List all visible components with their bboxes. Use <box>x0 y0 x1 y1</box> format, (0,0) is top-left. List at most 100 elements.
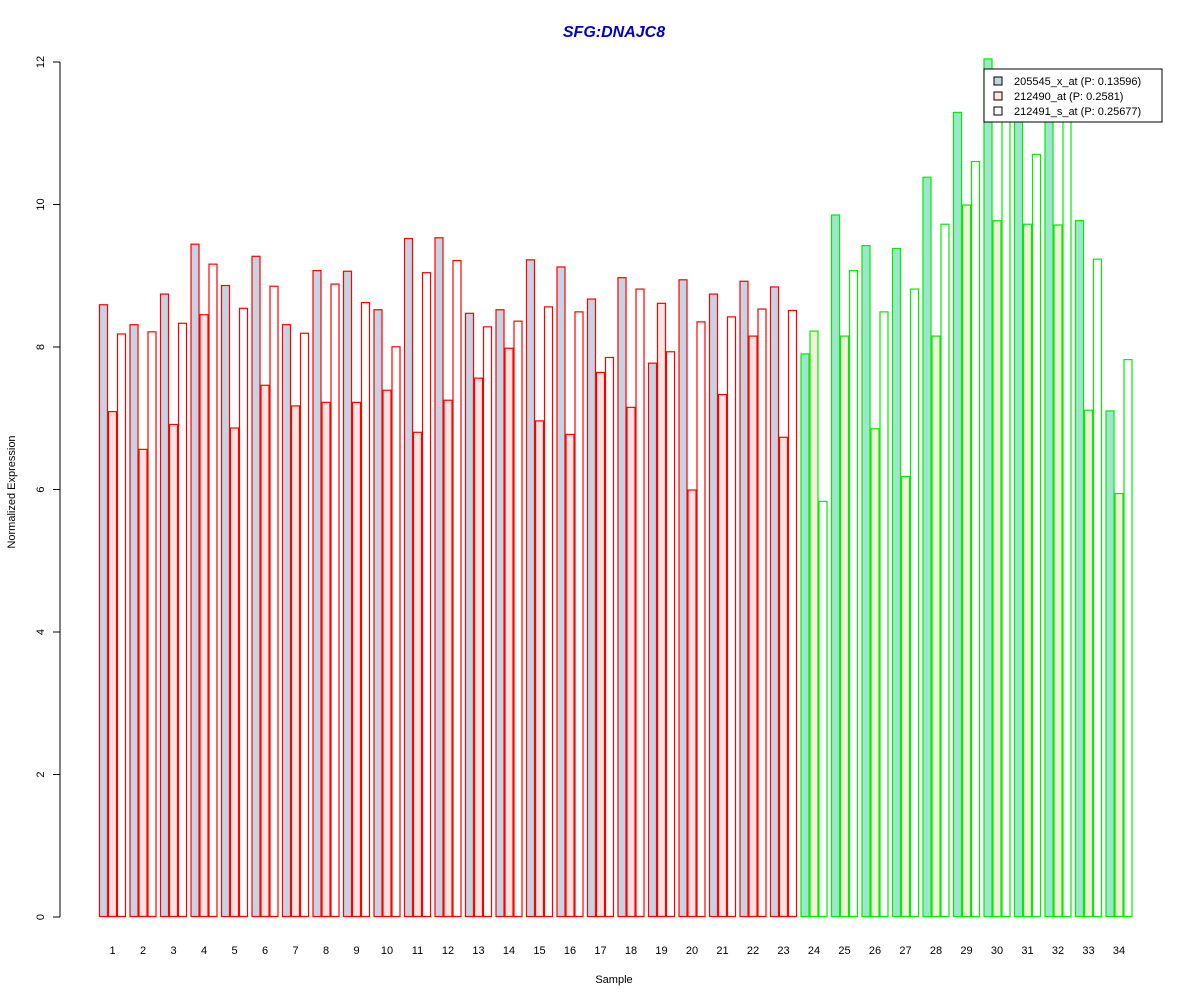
bar-sample-32-series-3 <box>1062 118 1072 918</box>
bar-sample-16-series-3 <box>574 311 584 918</box>
bar-sample-19-series-3 <box>665 351 676 918</box>
legend-swatch-1 <box>993 76 1003 86</box>
bar-sample-14-series-2 <box>504 347 514 918</box>
bar-sample-17-series-3 <box>604 356 615 918</box>
bar-sample-23-series-3 <box>787 309 798 918</box>
x-tick-label: 26 <box>869 945 881 957</box>
bar-sample-22-series-1 <box>739 280 749 918</box>
x-tick-label: 15 <box>533 945 545 957</box>
bar-sample-13-series-3 <box>482 326 493 918</box>
bar-sample-17-series-2 <box>595 371 606 918</box>
x-tick-label: 28 <box>930 945 942 957</box>
bar-sample-22-series-3 <box>757 308 767 918</box>
bar-sample-10-series-2 <box>382 389 392 918</box>
bar-sample-14-series-1 <box>495 309 505 918</box>
bar-sample-34-series-2 <box>1114 492 1124 918</box>
bar-sample-7-series-1 <box>281 324 292 918</box>
bar-sample-23-series-2 <box>778 436 789 918</box>
bar-sample-20-series-1 <box>678 279 688 918</box>
bar-sample-33-series-1 <box>1074 220 1085 918</box>
bar-sample-24-series-3 <box>818 500 828 918</box>
x-tick-label: 12 <box>442 945 454 957</box>
bar-sample-8-series-2 <box>321 401 331 918</box>
x-tick-label: 11 <box>412 945 423 957</box>
bar-sample-29-series-2 <box>961 204 972 918</box>
bar-sample-31-series-1 <box>1013 118 1024 918</box>
bar-sample-30-series-1 <box>983 58 993 918</box>
bar-sample-18-series-2 <box>626 406 636 918</box>
bar-sample-11-series-1 <box>403 237 414 918</box>
x-tick-label: 6 <box>262 945 268 957</box>
bar-sample-12-series-3 <box>452 259 462 918</box>
bar-sample-1-series-2 <box>107 411 118 918</box>
bar-sample-2-series-1 <box>129 324 139 918</box>
legend-swatch-3 <box>993 106 1003 116</box>
legend: 205545_x_at (P: 0.13596) 212490_at (P: 0.… <box>983 68 1163 123</box>
bar-sample-3-series-1 <box>159 293 170 918</box>
x-tick-label: 4 <box>201 945 207 957</box>
bar-sample-2-series-2 <box>138 448 148 918</box>
x-tick-label: 7 <box>292 945 298 957</box>
bar-sample-12-series-1 <box>434 237 444 918</box>
bar-sample-19-series-1 <box>647 362 658 918</box>
bar-sample-4-series-1 <box>190 243 200 918</box>
x-tick-label: 10 <box>381 945 393 957</box>
x-tick-label: 19 <box>655 945 667 957</box>
x-tick-label: 1 <box>109 945 115 957</box>
bar-sample-11-series-2 <box>412 431 423 918</box>
legend-swatch-2 <box>993 91 1003 101</box>
bar-sample-13-series-1 <box>464 312 475 918</box>
bar-sample-15-series-3 <box>543 306 554 918</box>
bar-sample-6-series-1 <box>251 255 261 918</box>
bar-sample-15-series-2 <box>534 420 545 918</box>
bar-sample-6-series-2 <box>260 384 270 918</box>
x-tick-label: 3 <box>170 945 176 957</box>
bar-sample-33-series-2 <box>1083 409 1094 918</box>
x-tick-label: 16 <box>564 945 576 957</box>
bar-sample-23-series-1 <box>769 286 780 918</box>
bar-sample-27-series-2 <box>900 475 911 918</box>
bar-sample-17-series-1 <box>586 298 597 918</box>
x-tick-labels: 1 2 3 4 5 6 7 8 9 10 11 12 13 14 15 16 17 18 19 20 21 22 23 24 2… <box>109 945 1125 957</box>
x-tick-label: 22 <box>747 945 759 957</box>
bar-sample-25-series-1 <box>830 214 841 918</box>
x-tick-label: 33 <box>1082 945 1094 957</box>
bar-sample-24-series-1 <box>800 353 810 918</box>
bar-sample-30-series-2 <box>992 220 1002 918</box>
x-tick-label: 31 <box>1021 945 1033 957</box>
bar-sample-27-series-3 <box>909 288 920 918</box>
bar-sample-19-series-2 <box>656 302 667 918</box>
x-tick-label: 25 <box>838 945 850 957</box>
bar-sample-32-series-1 <box>1044 118 1054 918</box>
x-tick-label: 18 <box>625 945 637 957</box>
y-tick-label: 6 <box>35 486 47 492</box>
bar-sample-31-series-2 <box>1022 223 1033 918</box>
bar-sample-3-series-3 <box>177 322 188 918</box>
bar-sample-5-series-2 <box>229 427 240 918</box>
bar-sample-3-series-2 <box>168 423 179 918</box>
bar-sample-7-series-3 <box>299 332 310 918</box>
x-tick-label: 27 <box>899 945 911 957</box>
bar-sample-12-series-2 <box>443 399 453 918</box>
x-tick-label: 20 <box>686 945 698 957</box>
bar-sample-28-series-1 <box>922 176 932 918</box>
bar-sample-8-series-1 <box>312 269 322 918</box>
y-tick-label: 0 <box>35 914 47 920</box>
y-tick-label: 12 <box>35 56 47 68</box>
bar-sample-8-series-3 <box>330 283 340 918</box>
bar-sample-10-series-1 <box>373 309 383 918</box>
bar-sample-6-series-3 <box>269 285 279 918</box>
bar-sample-32-series-2 <box>1053 224 1063 918</box>
bar-sample-10-series-3 <box>391 346 401 918</box>
x-tick-label: 21 <box>716 945 728 957</box>
bar-sample-16-series-1 <box>556 266 566 918</box>
bar-sample-5-series-1 <box>220 284 231 918</box>
bar-sample-15-series-1 <box>525 259 536 918</box>
bar-sample-18-series-1 <box>617 277 627 918</box>
bar-sample-20-series-2 <box>687 489 697 918</box>
y-tick-label: 8 <box>35 344 47 350</box>
x-tick-label: 30 <box>991 945 1003 957</box>
bar-sample-18-series-3 <box>635 288 645 918</box>
bar-sample-33-series-3 <box>1092 258 1103 918</box>
bar-sample-13-series-2 <box>473 377 484 918</box>
